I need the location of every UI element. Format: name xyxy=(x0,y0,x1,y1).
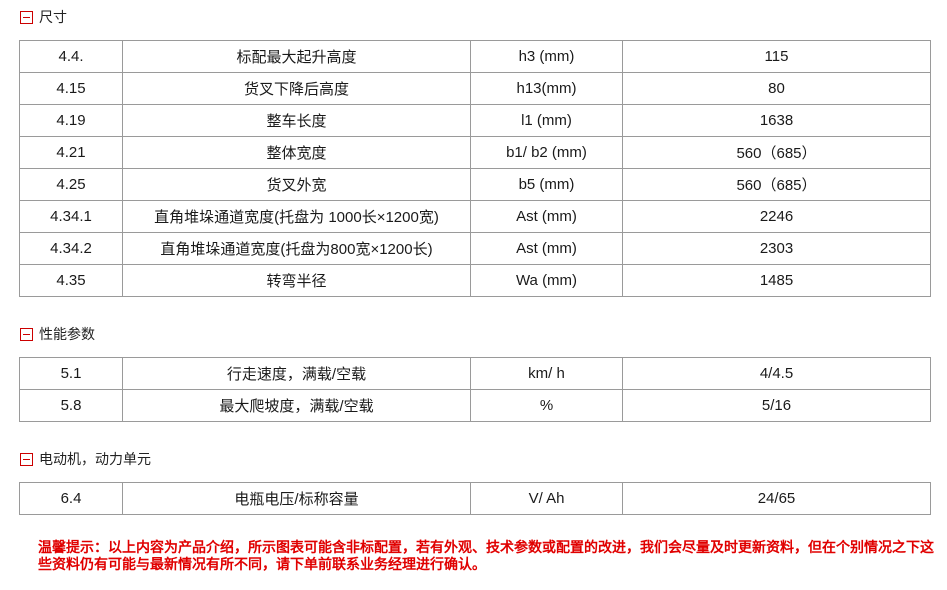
row-symbol: Ast (mm) xyxy=(470,200,623,233)
row-value: 4/4.5 xyxy=(622,357,931,390)
spec-table-motor: 6.4 电瓶电压/标称容量 V/ Ah 24/65 xyxy=(19,482,931,515)
row-number: 4.34.2 xyxy=(19,232,123,265)
row-value: 560（685） xyxy=(622,168,931,201)
row-name: 电瓶电压/标称容量 xyxy=(122,482,471,515)
row-number: 4.21 xyxy=(19,136,123,169)
row-symbol: b1/ b2 (mm) xyxy=(470,136,623,169)
row-value: 5/16 xyxy=(622,389,931,422)
notice-text: 温馨提示：以上内容为产品介绍，所示图表可能含非标配置，若有外观、技术参数或配置的… xyxy=(38,539,934,572)
minus-glyph xyxy=(23,16,30,18)
row-symbol: h3 (mm) xyxy=(470,40,623,73)
row-name: 直角堆垛通道宽度(托盘为 1000长×1200宽) xyxy=(122,200,471,233)
section-header-motor: 电动机，动力单元 xyxy=(20,450,947,468)
table-row: 4.4. 标配最大起升高度 h3 (mm) 115 xyxy=(19,40,931,73)
collapse-minus-icon[interactable] xyxy=(20,10,33,24)
table-row: 6.4 电瓶电压/标称容量 V/ Ah 24/65 xyxy=(19,482,931,515)
row-name: 货叉外宽 xyxy=(122,168,471,201)
row-number: 4.4. xyxy=(19,40,123,73)
row-value: 115 xyxy=(622,40,931,73)
collapse-minus-icon[interactable] xyxy=(20,452,33,466)
row-number: 4.19 xyxy=(19,104,123,137)
row-value: 1638 xyxy=(622,104,931,137)
table-row: 4.25 货叉外宽 b5 (mm) 560（685） xyxy=(19,168,931,201)
row-number: 5.8 xyxy=(19,389,123,422)
section-performance: 性能参数 5.1 行走速度，满载/空载 km/ h 4/4.5 5.8 最大爬坡… xyxy=(0,325,947,422)
row-name: 整车长度 xyxy=(122,104,471,137)
table-row: 4.21 整体宽度 b1/ b2 (mm) 560（685） xyxy=(19,136,931,169)
section-title: 尺寸 xyxy=(39,9,67,25)
row-number: 4.15 xyxy=(19,72,123,105)
table-row: 4.19 整车长度 l1 (mm) 1638 xyxy=(19,104,931,137)
row-number: 4.35 xyxy=(19,264,123,297)
row-name: 转弯半径 xyxy=(122,264,471,297)
collapse-minus-icon[interactable] xyxy=(20,327,33,341)
product-spec-page: 尺寸 4.4. 标配最大起升高度 h3 (mm) 115 4.15 货叉下降后高… xyxy=(0,8,947,573)
minus-glyph xyxy=(23,458,30,460)
row-value: 24/65 xyxy=(622,482,931,515)
minus-glyph xyxy=(23,333,30,335)
row-number: 6.4 xyxy=(19,482,123,515)
row-symbol: Ast (mm) xyxy=(470,232,623,265)
row-name: 行走速度，满载/空载 xyxy=(122,357,471,390)
row-name: 货叉下降后高度 xyxy=(122,72,471,105)
row-value: 2303 xyxy=(622,232,931,265)
spec-table-performance: 5.1 行走速度，满载/空载 km/ h 4/4.5 5.8 最大爬坡度，满载/… xyxy=(19,357,931,422)
table-row: 4.34.1 直角堆垛通道宽度(托盘为 1000长×1200宽) Ast (mm… xyxy=(19,200,931,233)
row-value: 80 xyxy=(622,72,931,105)
section-motor: 电动机，动力单元 6.4 电瓶电压/标称容量 V/ Ah 24/65 xyxy=(0,450,947,515)
section-title: 电动机，动力单元 xyxy=(39,451,151,467)
row-name: 整体宽度 xyxy=(122,136,471,169)
row-symbol: b5 (mm) xyxy=(470,168,623,201)
table-row: 5.8 最大爬坡度，满载/空载 % 5/16 xyxy=(19,389,931,422)
section-header-performance: 性能参数 xyxy=(20,325,947,343)
row-symbol: % xyxy=(470,389,623,422)
row-symbol: km/ h xyxy=(470,357,623,390)
row-name: 标配最大起升高度 xyxy=(122,40,471,73)
row-name: 直角堆垛通道宽度(托盘为800宽×1200长) xyxy=(122,232,471,265)
row-symbol: Wa (mm) xyxy=(470,264,623,297)
row-symbol: V/ Ah xyxy=(470,482,623,515)
table-row: 4.35 转弯半径 Wa (mm) 1485 xyxy=(19,264,931,297)
table-row: 4.15 货叉下降后高度 h13(mm) 80 xyxy=(19,72,931,105)
row-name: 最大爬坡度，满载/空载 xyxy=(122,389,471,422)
row-value: 2246 xyxy=(622,200,931,233)
row-number: 5.1 xyxy=(19,357,123,390)
row-symbol: l1 (mm) xyxy=(470,104,623,137)
spec-table-dimensions: 4.4. 标配最大起升高度 h3 (mm) 115 4.15 货叉下降后高度 h… xyxy=(19,40,931,297)
row-number: 4.34.1 xyxy=(19,200,123,233)
row-number: 4.25 xyxy=(19,168,123,201)
table-row: 4.34.2 直角堆垛通道宽度(托盘为800宽×1200长) Ast (mm) … xyxy=(19,232,931,265)
table-row: 5.1 行走速度，满载/空载 km/ h 4/4.5 xyxy=(19,357,931,390)
row-value: 560（685） xyxy=(622,136,931,169)
section-dimensions: 尺寸 4.4. 标配最大起升高度 h3 (mm) 115 4.15 货叉下降后高… xyxy=(0,8,947,297)
section-header-dimensions: 尺寸 xyxy=(20,8,947,26)
row-symbol: h13(mm) xyxy=(470,72,623,105)
row-value: 1485 xyxy=(622,264,931,297)
section-title: 性能参数 xyxy=(39,326,95,342)
